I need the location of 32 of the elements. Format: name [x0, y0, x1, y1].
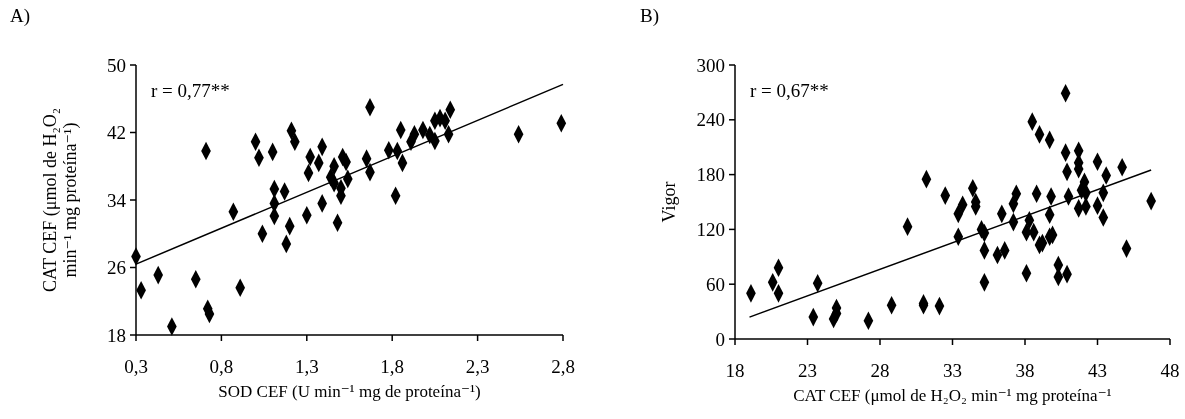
y-tick-label: 300 — [696, 54, 725, 76]
x-tick-label: 28 — [870, 360, 890, 381]
annotation: r = 0,67** — [750, 80, 829, 101]
x-axis-title: CAT CEF (μmol de H₂O₂ min⁻¹ mg proteína⁻¹ — [793, 386, 1112, 405]
y-tick-label: 42 — [107, 122, 126, 144]
chart-title: A) — [10, 5, 31, 27]
y-axis-title: CAT CEF (μmol de H₂O₂ min⁻¹ mg proteína⁻¹) — [40, 108, 81, 292]
y-tick-label: 18 — [107, 324, 126, 346]
x-tick-label: 23 — [798, 360, 817, 381]
y-tick-label: 240 — [696, 109, 725, 131]
x-tick-label: 0,8 — [209, 356, 234, 377]
y-tick-label: 180 — [696, 164, 725, 186]
x-tick-label: 1,3 — [294, 356, 319, 377]
x-tick-label: 43 — [1088, 360, 1107, 381]
x-tick-label: 2,8 — [551, 356, 575, 377]
x-tick-label: 38 — [1015, 360, 1035, 381]
y-tick-label: 60 — [706, 273, 725, 295]
x-tick-label: 2,3 — [465, 356, 490, 377]
y-tick-label: 50 — [107, 54, 126, 76]
x-tick-label: 48 — [1160, 360, 1180, 381]
y-tick-label: 120 — [696, 219, 725, 241]
chart-title: B) — [640, 5, 659, 27]
x-tick-label: 33 — [943, 360, 962, 381]
annotation: r = 0,77** — [151, 80, 230, 101]
y-tick-label: 0 — [715, 328, 725, 350]
x-axis-title: SOD CEF (U min⁻¹ mg de proteína⁻¹) — [218, 382, 481, 401]
y-axis-title: Vigor — [659, 181, 679, 223]
x-tick-label: 18 — [725, 360, 745, 381]
x-tick-label: 0,3 — [124, 356, 148, 377]
x-tick-label: 1,8 — [380, 356, 405, 377]
y-tick-label: 34 — [107, 189, 127, 211]
y-tick-label: 26 — [107, 257, 126, 279]
